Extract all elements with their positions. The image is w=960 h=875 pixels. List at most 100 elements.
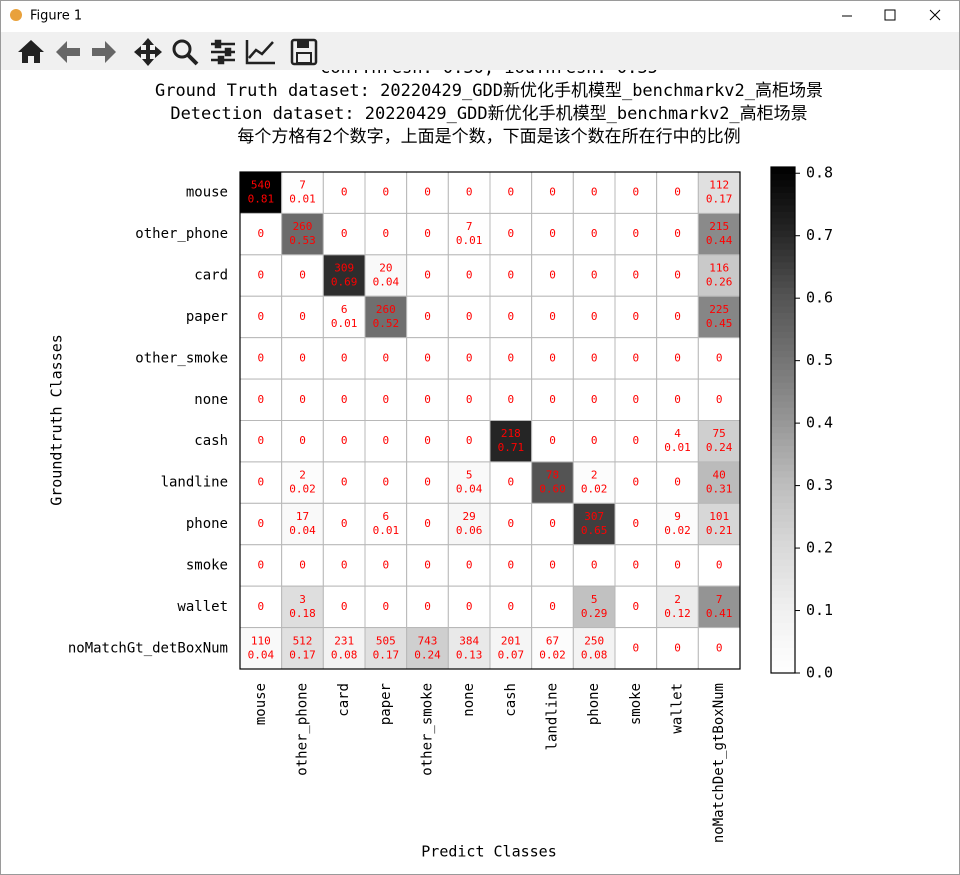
cell-count: 0	[299, 558, 306, 571]
heatmap-cell	[364, 627, 408, 670]
save-button[interactable]	[290, 38, 318, 66]
heatmap-cell	[489, 378, 533, 422]
heatmap-cell	[489, 254, 533, 297]
heatmap-cell	[614, 212, 658, 256]
colorbar-swatch	[771, 318, 795, 326]
heatmap-cell	[656, 502, 699, 546]
cell-count: 0	[549, 434, 556, 447]
cell-ratio: 0.01	[331, 317, 358, 330]
cell-count: 5	[591, 593, 598, 606]
y-tick-label: other_smoke	[135, 350, 228, 366]
cell-count: 0	[258, 517, 265, 530]
edit-axis-button[interactable]	[245, 40, 275, 65]
cell-ratio: 0.60	[539, 483, 566, 496]
cell-count: 231	[334, 634, 354, 647]
heatmap-cell	[406, 585, 449, 629]
colorbar-swatch	[771, 363, 795, 370]
colorbar-swatch	[771, 514, 795, 522]
colorbar-swatch	[771, 489, 795, 497]
colorbar-swatch	[771, 274, 795, 282]
heatmap-cell	[281, 544, 324, 587]
heatmap-cell	[531, 544, 574, 587]
cell-count: 0	[299, 434, 306, 447]
cell-count: 0	[549, 186, 556, 199]
colorbar-swatch	[771, 546, 795, 554]
heatmap-cell	[406, 337, 449, 380]
cell-count: 0	[591, 227, 598, 240]
heatmap-cell	[406, 420, 449, 463]
cell-ratio: 0.26	[706, 276, 733, 289]
cell-count: 5	[466, 469, 473, 482]
cell-ratio: 0.65	[581, 524, 608, 537]
cell-count: 9	[674, 510, 681, 523]
colorbar-swatch	[771, 375, 795, 383]
colorbar-tick-label: 0.0	[806, 664, 833, 682]
heatmap-cell	[239, 295, 283, 339]
back-button[interactable]	[56, 41, 80, 63]
cell-count: 0	[466, 600, 473, 613]
heatmap-cell	[406, 378, 449, 422]
cell-count: 0	[508, 558, 515, 571]
cell-ratio: 0.04	[373, 276, 400, 289]
zoom-button[interactable]	[172, 39, 199, 66]
cell-count: 0	[466, 558, 473, 571]
heatmap-cell	[697, 337, 741, 380]
heatmap-cell	[406, 627, 449, 670]
cell-count: 116	[709, 262, 729, 275]
heatmap-cell	[364, 295, 408, 339]
cell-count: 0	[383, 186, 390, 199]
cell-count: 78	[546, 469, 559, 482]
cell-count: 0	[258, 310, 265, 323]
x-tick-label: mouse	[253, 683, 269, 725]
heatmap-cell	[531, 378, 574, 422]
configure-button[interactable]	[211, 39, 235, 65]
colorbar-swatch	[771, 325, 795, 332]
colorbar-swatch	[771, 603, 795, 611]
forward-button[interactable]	[92, 41, 116, 63]
colorbar-tick-label: 0.1	[806, 601, 833, 619]
y-tick-label: wallet	[177, 599, 228, 615]
cell-ratio: 0.02	[539, 648, 566, 661]
heatmap-cell	[656, 544, 699, 587]
cell-ratio: 0.29	[581, 607, 608, 620]
pan-button[interactable]	[134, 38, 162, 66]
colorbar-swatch	[771, 223, 795, 231]
colorbar-swatch	[771, 382, 795, 389]
cell-count: 0	[258, 393, 265, 406]
cell-count: 4	[674, 427, 681, 440]
cell-count: 2	[299, 469, 306, 482]
maximize-button[interactable]	[884, 9, 896, 21]
heatmap-cell	[364, 254, 408, 297]
colorbar-swatch	[771, 312, 795, 320]
x-axis-label: Predict Classes	[421, 843, 556, 861]
cell-count: 0	[341, 434, 348, 447]
cell-count: 0	[591, 269, 598, 282]
heatmap-cell	[697, 171, 741, 214]
cell-count: 307	[584, 510, 604, 523]
cell-count: 0	[633, 269, 640, 282]
y-tick-label: paper	[186, 309, 228, 325]
y-tick-label: none	[194, 392, 228, 408]
cell-ratio: 0.41	[706, 607, 733, 620]
close-button[interactable]	[929, 9, 941, 21]
cell-ratio: 0.24	[706, 441, 733, 454]
x-tick-label: other_smoke	[420, 683, 436, 776]
heatmap-cell	[656, 627, 699, 670]
cell-count: 7	[299, 179, 306, 192]
cell-count: 0	[591, 558, 598, 571]
cell-count: 0	[341, 186, 348, 199]
heatmap-cell	[239, 502, 283, 546]
cell-count: 7	[466, 220, 473, 233]
cell-count: 0	[633, 517, 640, 530]
cell-count: 0	[674, 351, 681, 364]
cell-count: 0	[258, 558, 265, 571]
heatmap-cell	[364, 378, 408, 422]
heatmap-cell	[406, 295, 449, 339]
heatmap-cell	[697, 544, 741, 587]
colorbar-swatch	[771, 609, 795, 617]
heatmap-cell	[322, 295, 366, 339]
cell-ratio: 0.01	[664, 441, 691, 454]
colorbar-swatch	[771, 185, 795, 193]
colorbar-swatch	[771, 350, 795, 358]
home-button[interactable]	[18, 40, 44, 63]
